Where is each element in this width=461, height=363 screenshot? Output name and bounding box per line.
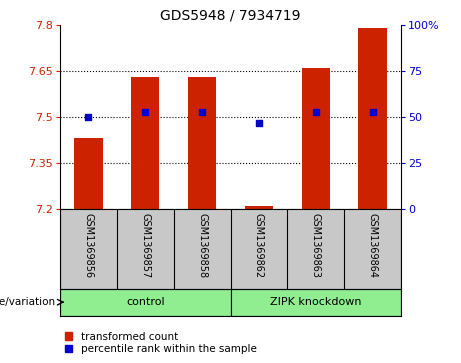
Point	[369, 109, 376, 114]
Point	[85, 114, 92, 120]
Text: GSM1369864: GSM1369864	[367, 213, 378, 278]
Text: GSM1369856: GSM1369856	[83, 213, 94, 278]
Bar	[230, 289, 401, 316]
Bar	[301, 68, 330, 209]
Text: ZIPK knockdown: ZIPK knockdown	[270, 297, 361, 307]
Legend: transformed count, percentile rank within the sample: transformed count, percentile rank withi…	[65, 331, 257, 354]
Text: genotype/variation: genotype/variation	[0, 297, 55, 307]
Point	[312, 109, 319, 114]
Bar	[74, 138, 102, 209]
Text: GSM1369863: GSM1369863	[311, 213, 321, 278]
Point	[198, 109, 206, 114]
Title: GDS5948 / 7934719: GDS5948 / 7934719	[160, 9, 301, 23]
Bar	[60, 289, 230, 316]
Text: control: control	[126, 297, 165, 307]
Bar	[188, 77, 216, 209]
Text: GSM1369862: GSM1369862	[254, 213, 264, 278]
Bar	[358, 28, 387, 209]
Bar	[245, 206, 273, 209]
Bar	[131, 77, 160, 209]
Point	[255, 120, 263, 126]
Text: GSM1369858: GSM1369858	[197, 213, 207, 278]
Point	[142, 109, 149, 114]
Text: GSM1369857: GSM1369857	[140, 213, 150, 278]
